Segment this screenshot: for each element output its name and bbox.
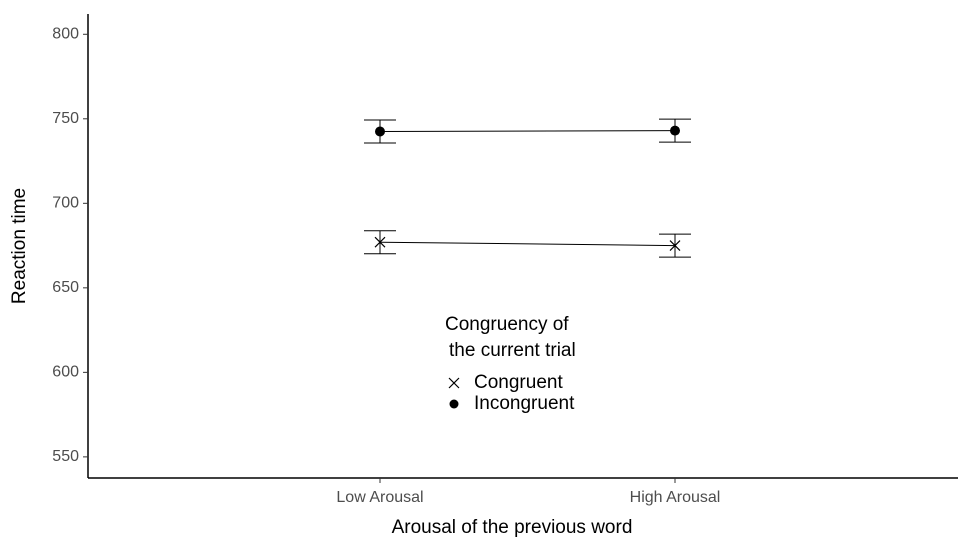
y-tick-label: 700	[52, 195, 79, 212]
y-tick-label: 600	[52, 364, 79, 381]
marker-dot	[375, 126, 385, 137]
x-tick-label: High Arousal	[630, 489, 721, 506]
legend-label: Congruent	[474, 372, 563, 393]
legend-title: the current trial	[449, 340, 576, 361]
y-tick-label: 800	[52, 26, 79, 43]
series-line	[379, 241, 676, 247]
marker-dot	[449, 399, 459, 409]
legend-label: Incongruent	[474, 393, 575, 414]
x-axis-title: Arousal of the previous word	[392, 517, 633, 538]
marker-x	[374, 236, 386, 248]
y-tick-label: 750	[52, 110, 79, 127]
y-axis-title: Reaction time	[9, 188, 30, 304]
y-tick-label: 550	[52, 448, 79, 465]
marker-x	[669, 240, 681, 252]
marker-dot	[670, 125, 680, 136]
x-tick-label: Low Arousal	[336, 489, 423, 506]
series-line	[379, 130, 676, 132]
y-tick-label: 650	[52, 279, 79, 296]
marker-x	[448, 377, 460, 389]
legend-title: Congruency of	[445, 314, 569, 335]
